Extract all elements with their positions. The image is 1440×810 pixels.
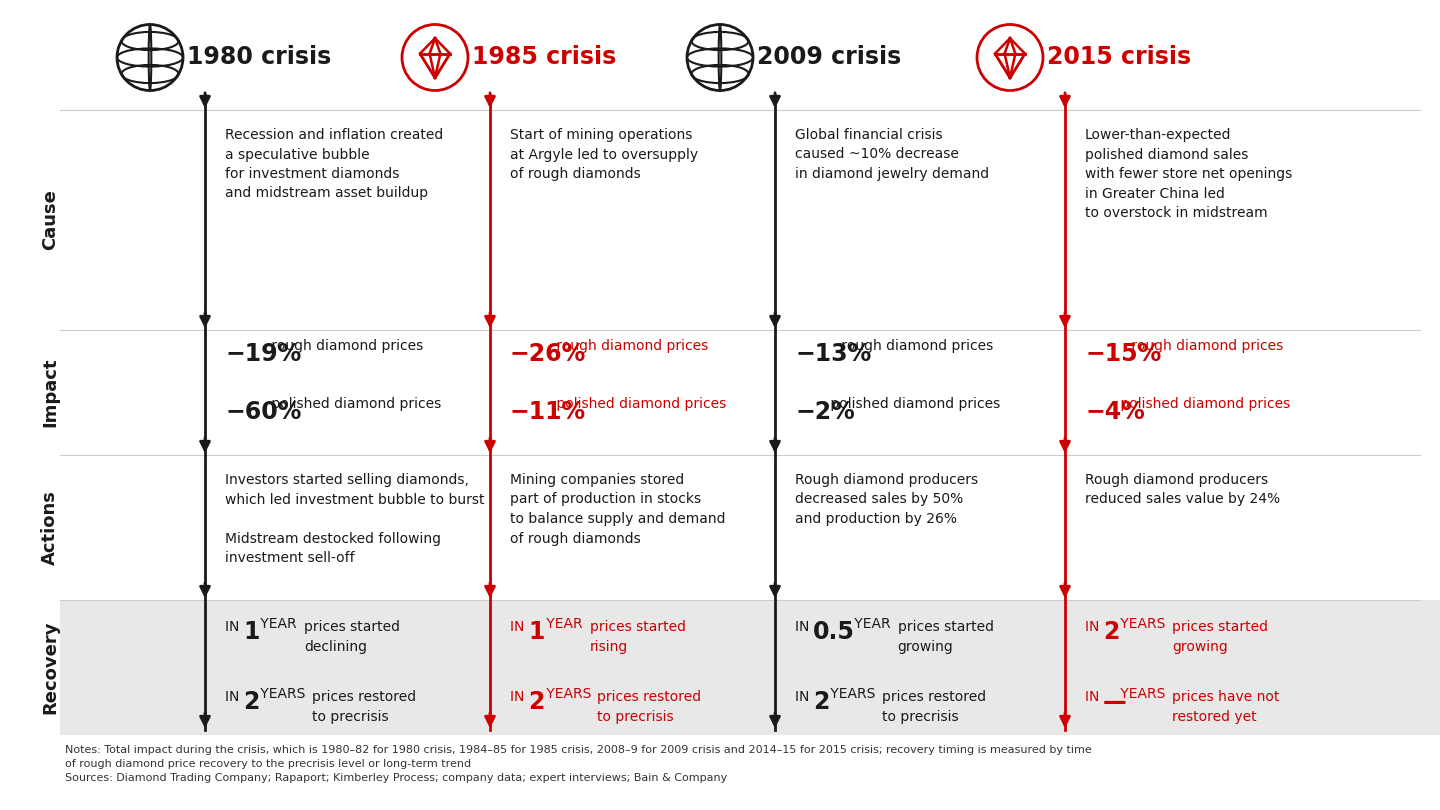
Text: −11%: −11% xyxy=(510,400,586,424)
Bar xyxy=(60,600,1440,735)
Text: Global financial crisis
caused ~10% decrease
in diamond jewelry demand: Global financial crisis caused ~10% decr… xyxy=(795,128,989,181)
Text: IN: IN xyxy=(225,690,243,704)
Text: prices restored
to precrisis: prices restored to precrisis xyxy=(598,690,701,723)
Text: rough diamond prices: rough diamond prices xyxy=(837,339,994,353)
Text: prices started
rising: prices started rising xyxy=(589,620,685,654)
Text: prices restored
to precrisis: prices restored to precrisis xyxy=(881,690,986,723)
Text: 2: 2 xyxy=(528,690,544,714)
Text: Rough diamond producers
reduced sales value by 24%: Rough diamond producers reduced sales va… xyxy=(1084,473,1280,506)
Text: Actions: Actions xyxy=(40,490,59,565)
Text: −26%: −26% xyxy=(510,342,586,366)
Text: IN: IN xyxy=(1084,620,1103,634)
Text: Notes: Total impact during the crisis, which is 1980–82 for 1980 crisis, 1984–85: Notes: Total impact during the crisis, w… xyxy=(65,745,1092,755)
Text: −15%: −15% xyxy=(1084,342,1161,366)
Text: Mining companies stored
part of production in stocks
to balance supply and deman: Mining companies stored part of producti… xyxy=(510,473,726,545)
Text: 1: 1 xyxy=(528,620,544,644)
Text: −19%: −19% xyxy=(225,342,301,366)
Text: IN: IN xyxy=(795,620,814,634)
Text: prices started
growing: prices started growing xyxy=(1172,620,1269,654)
Text: Investors started selling diamonds,
which led investment bubble to burst

Midstr: Investors started selling diamonds, whic… xyxy=(225,473,484,565)
Text: YEARS: YEARS xyxy=(827,687,884,701)
Text: YEAR: YEAR xyxy=(256,617,305,631)
Text: Cause: Cause xyxy=(40,190,59,250)
Text: rough diamond prices: rough diamond prices xyxy=(552,339,708,353)
Text: YEARS: YEARS xyxy=(1116,687,1175,701)
Text: YEAR: YEAR xyxy=(541,617,590,631)
Text: YEAR: YEAR xyxy=(850,617,899,631)
Text: 0.5: 0.5 xyxy=(814,620,855,644)
Text: polished diamond prices: polished diamond prices xyxy=(266,397,441,411)
Text: polished diamond prices: polished diamond prices xyxy=(827,397,1001,411)
Text: Rough diamond producers
decreased sales by 50%
and production by 26%: Rough diamond producers decreased sales … xyxy=(795,473,978,526)
Text: YEARS: YEARS xyxy=(1116,617,1175,631)
Text: 2: 2 xyxy=(243,690,259,714)
Text: prices started
growing: prices started growing xyxy=(897,620,994,654)
Text: 2009 crisis: 2009 crisis xyxy=(757,45,901,70)
Text: IN: IN xyxy=(1084,690,1103,704)
Text: −13%: −13% xyxy=(795,342,871,366)
Text: IN: IN xyxy=(225,620,243,634)
Text: of rough diamond price recovery to the precrisis level or long-term trend: of rough diamond price recovery to the p… xyxy=(65,759,471,769)
Text: prices started
declining: prices started declining xyxy=(304,620,400,654)
Text: IN: IN xyxy=(795,690,814,704)
Text: Sources: Diamond Trading Company; Rapaport; Kimberley Process; company data; exp: Sources: Diamond Trading Company; Rapapo… xyxy=(65,773,727,783)
Text: 2015 crisis: 2015 crisis xyxy=(1047,45,1191,70)
Text: IN: IN xyxy=(510,620,528,634)
Text: Lower-than-expected
polished diamond sales
with fewer store net openings
in Grea: Lower-than-expected polished diamond sal… xyxy=(1084,128,1292,220)
Text: polished diamond prices: polished diamond prices xyxy=(1116,397,1290,411)
Text: −4%: −4% xyxy=(1084,400,1145,424)
Text: 1980 crisis: 1980 crisis xyxy=(187,45,331,70)
Text: IN: IN xyxy=(510,690,528,704)
Text: Recovery: Recovery xyxy=(40,620,59,714)
Text: YEARS: YEARS xyxy=(256,687,314,701)
Text: polished diamond prices: polished diamond prices xyxy=(552,397,726,411)
Text: −60%: −60% xyxy=(225,400,301,424)
Text: −2%: −2% xyxy=(795,400,855,424)
Text: 1: 1 xyxy=(243,620,259,644)
Text: YEARS: YEARS xyxy=(541,687,599,701)
Text: —: — xyxy=(1103,690,1126,714)
Text: 2: 2 xyxy=(1103,620,1119,644)
Text: Recession and inflation created
a speculative bubble
for investment diamonds
and: Recession and inflation created a specul… xyxy=(225,128,444,201)
Text: 2: 2 xyxy=(814,690,829,714)
Text: Start of mining operations
at Argyle led to oversupply
of rough diamonds: Start of mining operations at Argyle led… xyxy=(510,128,698,181)
Text: Impact: Impact xyxy=(40,358,59,427)
Text: 1985 crisis: 1985 crisis xyxy=(472,45,616,70)
Text: prices restored
to precrisis: prices restored to precrisis xyxy=(312,690,416,723)
Text: rough diamond prices: rough diamond prices xyxy=(266,339,423,353)
Text: prices have not
restored yet: prices have not restored yet xyxy=(1172,690,1279,723)
Text: rough diamond prices: rough diamond prices xyxy=(1128,339,1283,353)
